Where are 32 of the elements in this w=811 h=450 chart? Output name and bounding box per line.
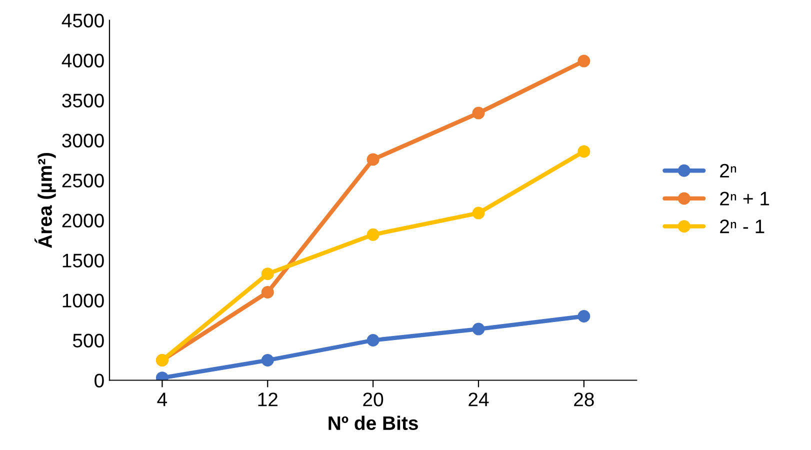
y-tick-label: 500 <box>72 334 104 348</box>
legend-label: 2ⁿ <box>720 164 736 178</box>
x-tick-label: 28 <box>574 392 594 406</box>
y-tick-label: 3500 <box>62 94 104 108</box>
x-tick-label: 12 <box>258 392 278 406</box>
x-tick-label: 4 <box>157 392 168 406</box>
point <box>366 228 380 241</box>
point <box>366 153 380 166</box>
y-axis-title: Área (µm²) <box>34 152 56 248</box>
point <box>472 322 485 336</box>
y-tick-label: 1000 <box>62 294 104 308</box>
y-tick-label: 3000 <box>62 134 104 148</box>
point <box>366 334 380 346</box>
point <box>578 145 590 158</box>
point <box>578 310 590 322</box>
point <box>261 268 274 280</box>
y-tick-label: 0 <box>94 374 104 388</box>
point <box>578 54 590 68</box>
point <box>472 106 485 120</box>
x-tick-label: 24 <box>468 392 489 406</box>
point <box>472 206 485 220</box>
point <box>261 354 274 366</box>
y-tick-label: 4000 <box>62 54 104 68</box>
legend-label: 2ⁿ - 1 <box>720 220 764 234</box>
point <box>261 286 274 298</box>
y-tick-label: 4500 <box>62 14 104 28</box>
y-tick-label: 2000 <box>62 214 104 228</box>
x-axis-title: Nº de Bits <box>328 416 418 430</box>
y-tick-label: 2500 <box>62 174 104 188</box>
legend-label: 2ⁿ + 1 <box>720 192 770 206</box>
y-tick-label: 1500 <box>62 254 104 268</box>
x-tick-label: 20 <box>363 392 384 406</box>
